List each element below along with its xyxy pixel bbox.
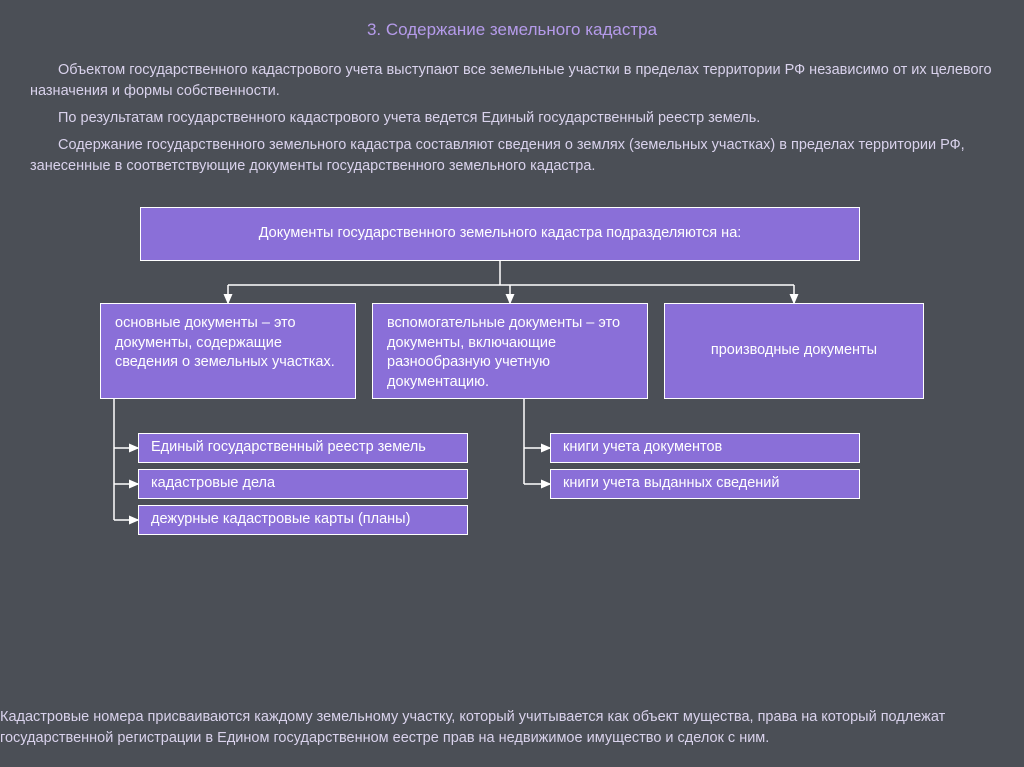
paragraph: Содержание государственного земельного к… [30, 135, 994, 177]
diagram-box: Документы государственного земельного ка… [140, 207, 860, 261]
paragraph: По результатам государственного кадастро… [30, 108, 994, 129]
diagram-box: производные документы [664, 303, 924, 399]
diagram-box: книги учета выданных сведений [550, 469, 860, 499]
diagram-box: основные документы – это документы, соде… [100, 303, 356, 399]
diagram-box: Единый государственный реестр земель [138, 433, 468, 463]
footer-paragraph: Кадастровые номера присваиваются каждому… [0, 707, 1024, 749]
diagram-box: вспомогательные документы – это документ… [372, 303, 648, 399]
diagram-box: книги учета документов [550, 433, 860, 463]
slide-root: 3. Содержание земельного кадастра Объект… [0, 0, 1024, 767]
diagram-box: кадастровые дела [138, 469, 468, 499]
diagram: Документы государственного земельного ка… [30, 207, 994, 587]
diagram-box: дежурные кадастровые карты (планы) [138, 505, 468, 535]
paragraph: Объектом государственного кадастрового у… [30, 60, 994, 102]
slide-title: 3. Содержание земельного кадастра [30, 20, 994, 40]
